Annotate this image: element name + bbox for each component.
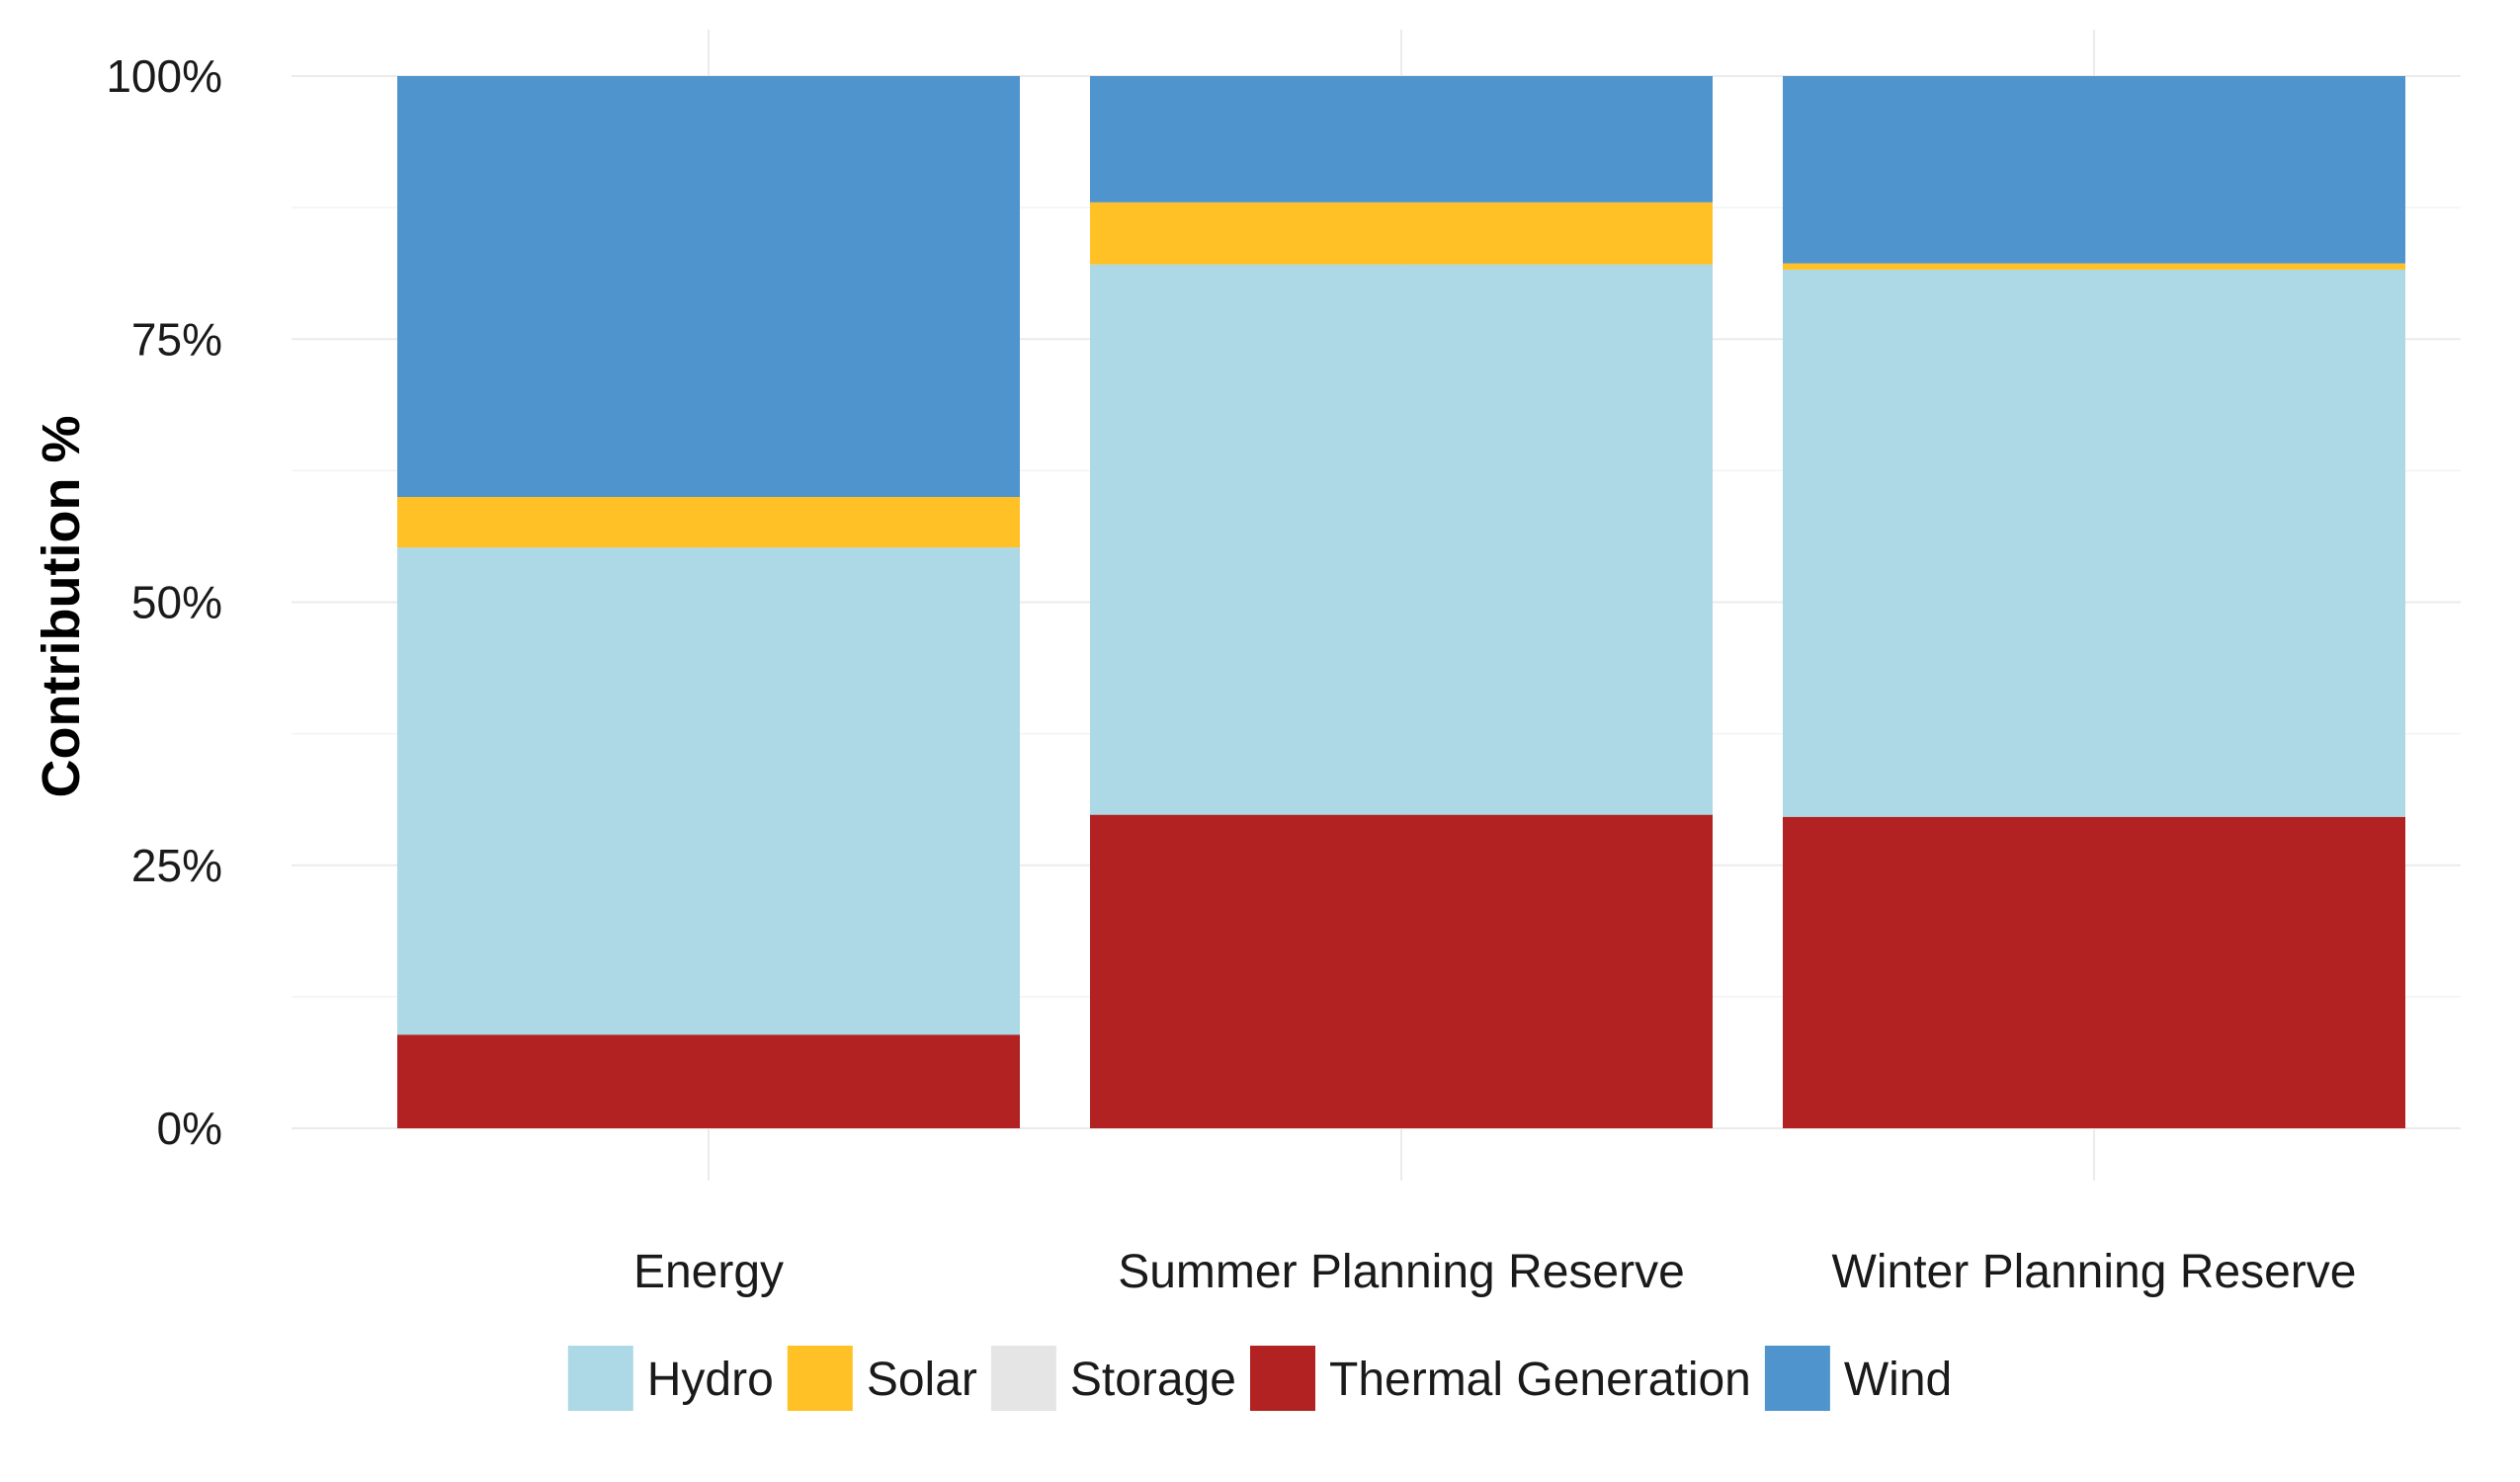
bar-solar-1 — [397, 497, 1020, 548]
legend-label: Solar — [867, 1354, 977, 1406]
legend-label: Hydro — [647, 1354, 774, 1406]
legend-swatch-solar — [787, 1346, 853, 1411]
bar-thermal-generation-2 — [1090, 814, 1713, 1128]
y-tick-label: 0% — [157, 1103, 222, 1154]
bar-wind-3 — [1783, 76, 2405, 264]
bars — [397, 76, 2405, 1128]
legend-swatch-wind — [1764, 1346, 1830, 1411]
x-tick-label: Energy — [633, 1246, 784, 1298]
bar-hydro-1 — [397, 547, 1020, 1035]
bar-solar-2 — [1090, 202, 1713, 265]
bar-thermal-generation-3 — [1783, 816, 2405, 1128]
y-tick-label: 25% — [131, 840, 222, 891]
y-tick-label: 75% — [131, 313, 222, 365]
legend-label: Storage — [1070, 1354, 1236, 1406]
legend: Hydro Solar Storage Thermal Generation Wind — [567, 1346, 1952, 1411]
x-tick-label: Summer Planning Reserve — [1118, 1246, 1685, 1298]
bar-wind-1 — [397, 76, 1020, 497]
legend-swatch-thermal-generation — [1250, 1346, 1315, 1411]
y-axis-ticks: 0% 25% 50% 75% 100% — [106, 50, 222, 1154]
legend-label: Thermal Generation — [1329, 1354, 1751, 1406]
legend-swatch-hydro — [567, 1346, 633, 1411]
x-axis-ticks: Energy Summer Planning Reserve Winter Plan… — [633, 1246, 2357, 1298]
legend-label: Wind — [1844, 1354, 1952, 1406]
y-tick-label: 50% — [131, 577, 222, 628]
bar-solar-3 — [1783, 263, 2405, 270]
bar-hydro-3 — [1783, 269, 2405, 817]
bar-thermal-generation-1 — [397, 1034, 1020, 1128]
y-axis-title: Contribution % — [32, 416, 91, 798]
x-tick-label: Winter Planning Reserve — [1832, 1246, 2357, 1298]
bar-wind-2 — [1090, 76, 1713, 203]
bar-hydro-2 — [1090, 264, 1713, 815]
legend-swatch-storage — [990, 1346, 1056, 1411]
y-tick-label: 100% — [106, 50, 222, 102]
